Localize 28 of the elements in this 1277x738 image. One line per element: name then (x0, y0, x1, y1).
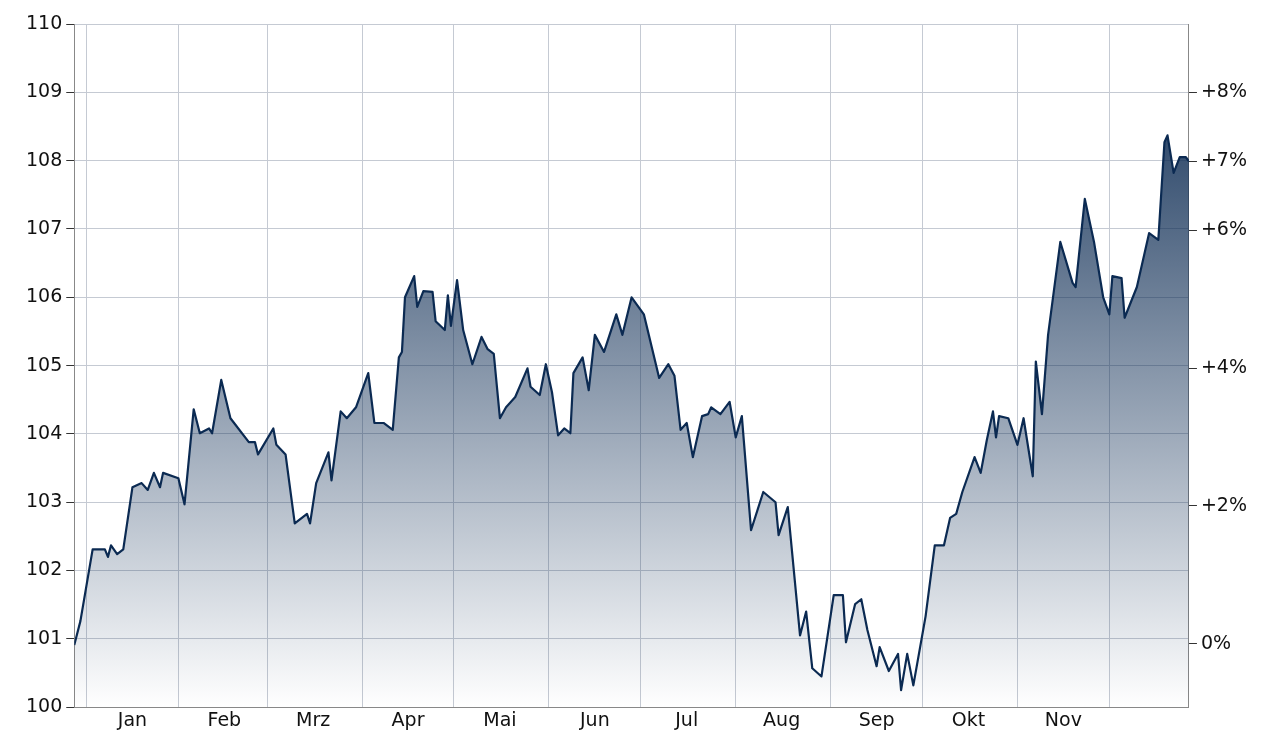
x-tick-label: Mrz (296, 707, 331, 730)
y2-tick-label: +4% (1200, 354, 1247, 377)
x-tick-label: Okt (951, 707, 986, 730)
y-tick-label: 104 (26, 420, 63, 443)
y-tick-label: 109 (26, 79, 63, 102)
y2-tick-label: +7% (1200, 148, 1247, 171)
y2-tick-label: +6% (1200, 217, 1247, 240)
y-tick-label: 105 (26, 352, 63, 375)
y-tick-label: 106 (26, 284, 63, 307)
x-tick-label: Aug (763, 707, 801, 730)
x-tick-label: Sep (858, 707, 895, 730)
y-tick-label: 107 (26, 215, 63, 238)
y-tick-label: 108 (26, 147, 63, 170)
y2-tick-label: 0% (1200, 630, 1232, 653)
y2-tick-label: +8% (1200, 79, 1247, 102)
y-tick-label: 100 (26, 694, 63, 717)
x-tick-label: Feb (207, 707, 242, 730)
x-tick-label: Jun (579, 707, 610, 730)
x-tick-label: Mai (483, 707, 517, 730)
x-tick-label: Nov (1044, 707, 1082, 730)
y-tick-label: 101 (26, 625, 63, 648)
y2-tick-label: +2% (1200, 492, 1247, 515)
x-tick-label: Jul (674, 707, 699, 730)
y-tick-label: 103 (26, 489, 63, 512)
y-tick-label: 110 (26, 10, 63, 33)
y-tick-label: 102 (26, 557, 63, 580)
x-tick-label: Jan (116, 707, 148, 730)
x-tick-label: Apr (391, 707, 425, 730)
